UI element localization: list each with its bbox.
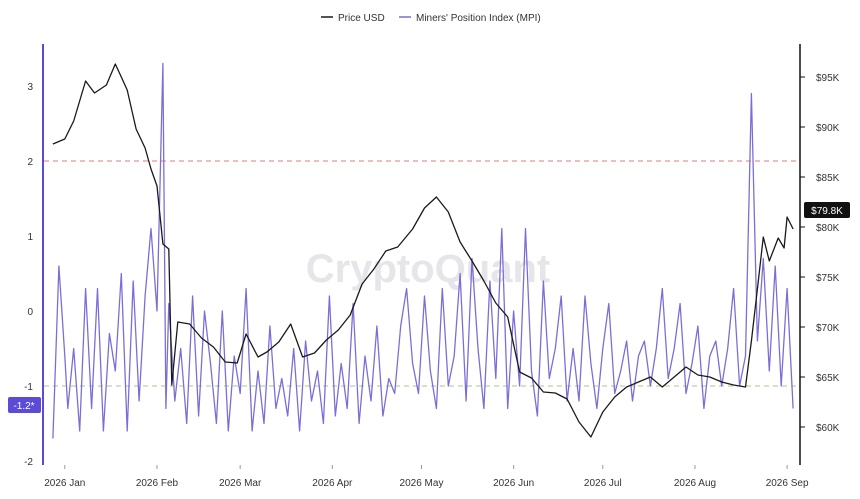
x-tick-label: 2026 Jun (493, 478, 534, 489)
right-badge-text: $79.8K (811, 206, 843, 217)
x-tick-label: 2026 Sep (766, 478, 809, 489)
right-tick-label: $90K (816, 123, 840, 134)
x-tick-label: 2026 Aug (674, 478, 716, 489)
series-mpi[interactable] (52, 62, 794, 439)
left-tick-label: -1 (24, 382, 33, 393)
x-tick-label: 2026 May (400, 478, 444, 489)
right-badge-bg (804, 202, 850, 218)
left-tick-label: -2 (24, 457, 33, 468)
right-value-badge: $79.8K (804, 202, 850, 218)
right-tick-label: $95K (816, 73, 840, 84)
right-tick-label: $75K (816, 273, 840, 284)
left-value-badge: -1.2* (8, 397, 41, 413)
right-tick-label: $70K (816, 323, 840, 334)
legend[interactable]: Price USD Miners' Position Index (MPI) (321, 13, 541, 24)
left-badge-text: -1.2* (13, 401, 34, 412)
right-tick-label: $60K (816, 423, 840, 434)
right-axis-ticks: $95K $90K $85K $80K $75K $70K $65K $60K (800, 73, 840, 434)
series-price[interactable] (52, 63, 794, 438)
left-axis-ticks: 3 2 1 0 -1 -2 (24, 82, 33, 468)
legend-price-label[interactable]: Price USD (338, 13, 385, 24)
right-tick-label: $85K (816, 173, 840, 184)
x-tick-label: 2026 Apr (312, 478, 353, 489)
left-tick-label: 2 (27, 157, 33, 168)
x-tick-label: 2026 Jan (44, 478, 85, 489)
left-tick-label: 1 (27, 232, 33, 243)
legend-mpi-label[interactable]: Miners' Position Index (MPI) (416, 13, 541, 24)
price-line[interactable] (52, 63, 794, 438)
x-tick-label: 2026 Jul (584, 478, 622, 489)
mpi-line[interactable] (52, 62, 794, 439)
x-axis-ticks: 2026 Jan 2026 Feb 2026 Mar 2026 Apr 2026 May… (44, 465, 809, 489)
watermark: CryptoQuant (306, 247, 550, 291)
left-tick-label: 3 (27, 82, 33, 93)
left-tick-label: 0 (27, 307, 33, 318)
right-tick-label: $80K (816, 223, 840, 234)
x-tick-label: 2026 Feb (136, 478, 179, 489)
right-tick-label: $65K (816, 373, 840, 384)
left-badge-bg (8, 397, 41, 413)
x-tick-label: 2026 Mar (219, 478, 262, 489)
